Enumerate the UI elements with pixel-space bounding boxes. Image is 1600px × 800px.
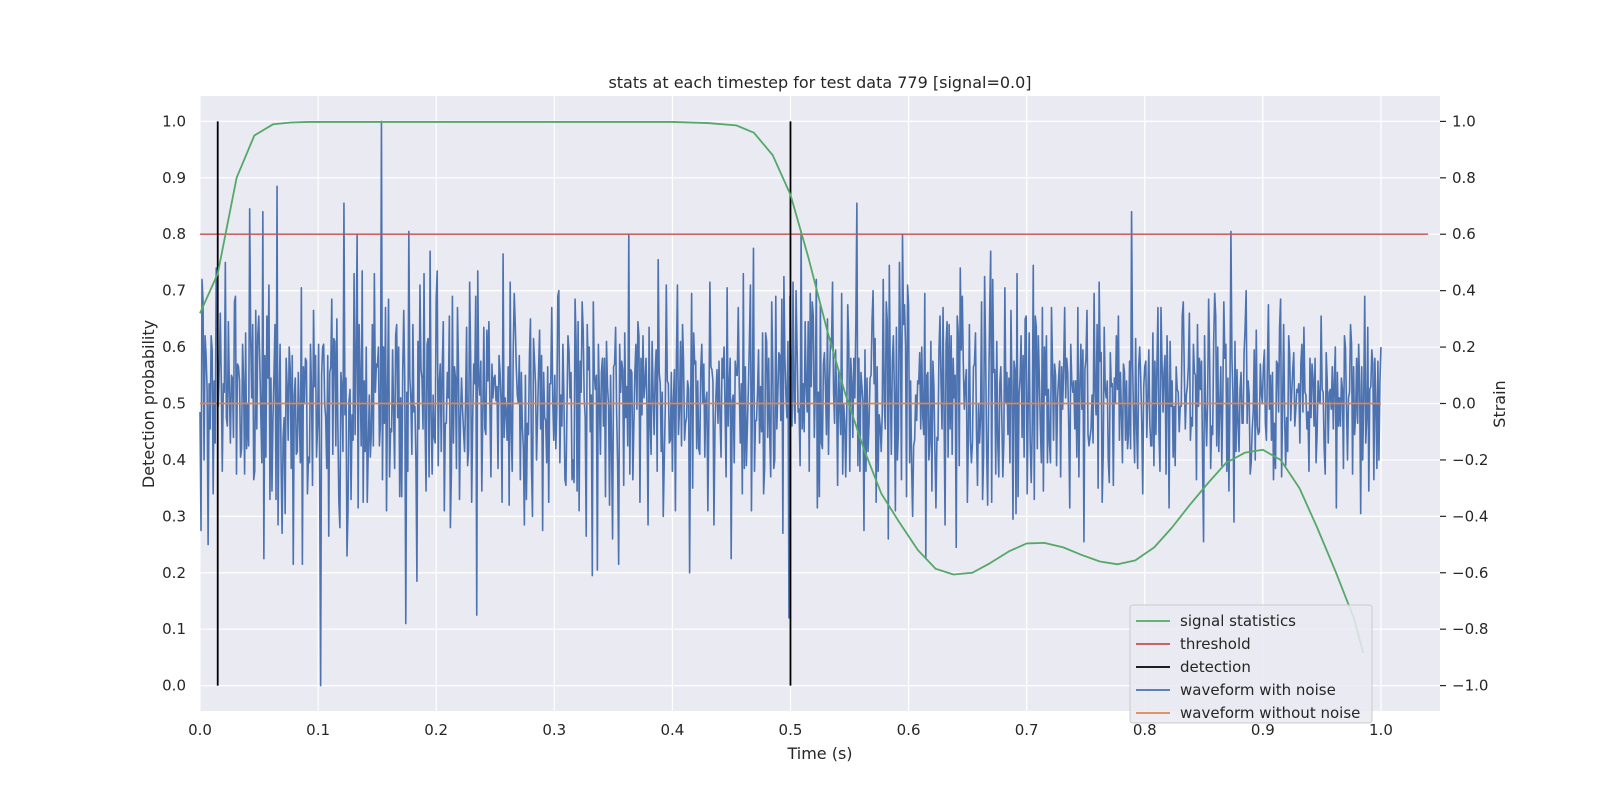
y-tick-label: 0.4 <box>162 451 186 469</box>
y-tick-label: 0.8 <box>162 225 186 243</box>
y-right-tick-label: −1.0 <box>1452 677 1488 695</box>
legend-label: waveform without noise <box>1180 704 1360 722</box>
y-right-tick-label: 0.4 <box>1452 282 1476 300</box>
series-layer <box>199 120 1429 687</box>
legend: signal statistics threshold detection wavef… <box>1129 604 1373 724</box>
y-right-tick-label: −0.6 <box>1452 564 1488 582</box>
x-tick-label: 0.1 <box>306 721 330 739</box>
y-tick-label: 0.5 <box>162 395 186 413</box>
y-right-tick-label: 1.0 <box>1452 112 1476 130</box>
legend-label: waveform with noise <box>1180 681 1336 699</box>
y-tick-label: 0.9 <box>162 169 186 187</box>
y-tick-label: 0.7 <box>162 282 186 300</box>
y-right-tick-label: −0.8 <box>1452 620 1488 638</box>
legend-label: threshold <box>1180 635 1251 653</box>
x-tick-label: 0.2 <box>424 721 448 739</box>
y-tick-label: 0.1 <box>162 620 186 638</box>
x-tick-label: 0.9 <box>1251 721 1275 739</box>
y-tick-label: 0.0 <box>162 677 186 695</box>
x-tick-label: 0.7 <box>1015 721 1039 739</box>
x-tick-label: 0.0 <box>188 721 212 739</box>
x-axis-label: Time (s) <box>786 744 852 763</box>
x-tick-label: 0.3 <box>542 721 566 739</box>
y-right-tick-label: 0.8 <box>1452 169 1476 187</box>
x-tick-label: 0.4 <box>660 721 684 739</box>
y-tick-label: 1.0 <box>162 112 186 130</box>
x-tick-label: 0.5 <box>779 721 803 739</box>
y-tick-label: 0.2 <box>162 564 186 582</box>
x-tick-label: 1.0 <box>1369 721 1393 739</box>
ticks: 0.0 0.1 0.2 0.3 0.4 0.5 0.6 0.7 0.8 0.9 1.0 0.0 0.1 0… <box>162 112 1488 739</box>
y-right-tick-label: 0.6 <box>1452 225 1476 243</box>
legend-label: detection <box>1180 658 1251 676</box>
chart-title: stats at each timestep for test data 779… <box>608 73 1031 92</box>
y-tick-label: 0.6 <box>162 338 186 356</box>
signal-statistics-line <box>199 121 1365 654</box>
y-axis-label: Detection probability <box>139 320 158 488</box>
y-right-tick-label: 0.2 <box>1452 338 1476 356</box>
y-tick-label: 0.3 <box>162 507 186 525</box>
legend-label: signal statistics <box>1180 612 1296 630</box>
y-right-tick-label: −0.4 <box>1452 507 1488 525</box>
y-axis-right-label: Strain <box>1490 380 1509 427</box>
legend-box <box>1129 604 1373 724</box>
x-tick-label: 0.8 <box>1133 721 1157 739</box>
x-tick-label: 0.6 <box>897 721 921 739</box>
y-right-tick-label: 0.0 <box>1452 395 1476 413</box>
y-right-tick-label: −0.2 <box>1452 451 1488 469</box>
